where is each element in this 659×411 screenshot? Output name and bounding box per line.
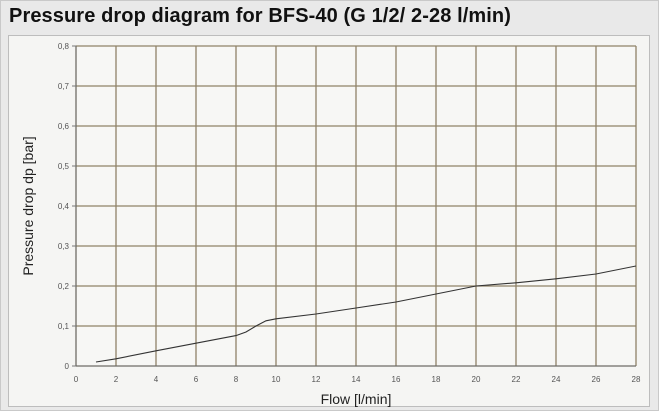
y-tick-label: 0 bbox=[65, 362, 70, 371]
x-tick-label: 28 bbox=[632, 375, 641, 384]
y-tick-label: 0,5 bbox=[58, 162, 70, 171]
x-axis-label: Flow [l/min] bbox=[321, 391, 392, 407]
x-tick-label: 20 bbox=[472, 375, 481, 384]
y-tick-label: 0,1 bbox=[58, 322, 70, 331]
x-tick-label: 12 bbox=[312, 375, 321, 384]
pressure-drop-line bbox=[95, 265, 637, 363]
y-tick-label: 0,4 bbox=[58, 202, 70, 211]
y-tick-label: 0,7 bbox=[58, 82, 70, 91]
x-tick-label: 8 bbox=[234, 375, 239, 384]
x-axis-ticks: 0 2 4 6 8 10 12 14 16 18 20 22 24 26 28 bbox=[74, 375, 641, 384]
y-tick-label: 0,6 bbox=[58, 122, 70, 131]
x-tick-label: 14 bbox=[352, 375, 361, 384]
y-tick-label: 0,2 bbox=[58, 282, 70, 291]
x-tick-label: 16 bbox=[392, 375, 401, 384]
series-group bbox=[95, 265, 637, 363]
x-tick-label: 6 bbox=[194, 375, 199, 384]
x-tick-label: 26 bbox=[592, 375, 601, 384]
y-axis-label: Pressure drop dp [bar] bbox=[20, 136, 36, 275]
x-tick-label: 24 bbox=[552, 375, 561, 384]
x-tick-label: 0 bbox=[74, 375, 79, 384]
grid-lines bbox=[75, 45, 637, 367]
pressure-drop-chart: 0 2 4 6 8 10 12 14 16 18 20 22 24 26 28 00,10,20,30,40… bbox=[20, 42, 641, 407]
y-tick-label: 0,3 bbox=[58, 242, 70, 251]
y-axis-ticks: 0 0,1 0,2 0,3 0,4 0,5 0,6 0,7 0,8 bbox=[58, 42, 76, 371]
x-tick-label: 2 bbox=[114, 375, 119, 384]
x-tick-label: 10 bbox=[272, 375, 281, 384]
x-tick-label: 4 bbox=[154, 375, 159, 384]
chart-title: Pressure drop diagram for BFS-40 (G 1/2/… bbox=[9, 5, 512, 27]
chart-frame: 0 2 4 6 8 10 12 14 16 18 20 22 24 26 28 0 0,1 0,2 0,3 0,4 0… bbox=[8, 35, 650, 407]
x-tick-label: 22 bbox=[512, 375, 521, 384]
x-tick-label: 18 bbox=[432, 375, 441, 384]
y-tick-label: 0,8 bbox=[58, 42, 70, 51]
